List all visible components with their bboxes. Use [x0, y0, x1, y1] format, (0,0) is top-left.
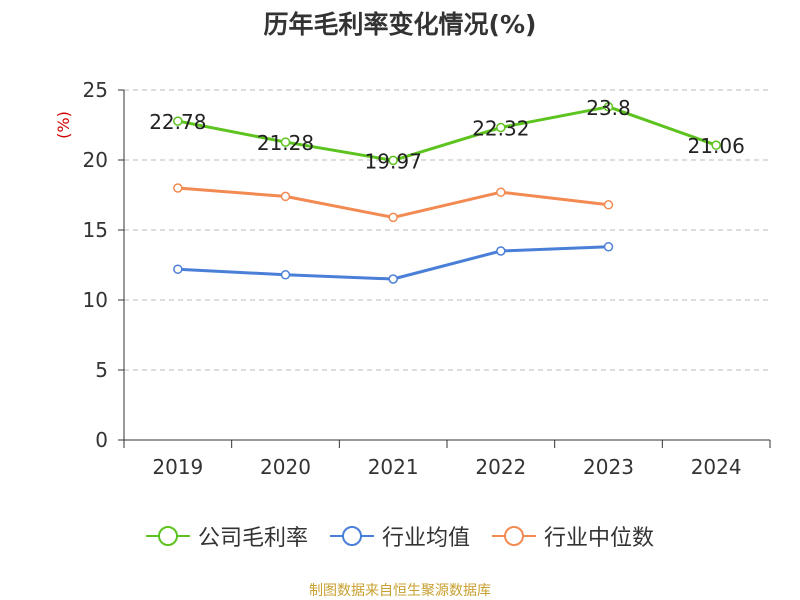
y-tick-label: 15 — [83, 218, 108, 242]
legend-line-circle-icon — [329, 526, 374, 546]
series-line — [177, 105, 717, 162]
label-layer: 22.78 21.28 19.97 22.32 23.8 21.06 — [149, 96, 745, 174]
legend-item-industry-median[interactable]: 行业中位数 — [492, 520, 654, 552]
data-point — [711, 140, 721, 150]
x-tick-label: 2019 — [152, 455, 203, 479]
data-point — [173, 116, 183, 126]
legend-line-circle-icon — [492, 526, 536, 546]
data-label: 22.78 — [149, 110, 206, 134]
x-tick-label: 2024 — [691, 455, 742, 479]
legend-item-company[interactable]: 公司毛利率 — [145, 520, 308, 552]
x-tick-label: 2023 — [583, 455, 634, 479]
x-tick-label: 2022 — [475, 455, 526, 479]
axis-layer: 0 5 10 15 20 25 2019 2020 2021 2022 2023 2024 (%) — [54, 78, 771, 479]
data-point — [496, 246, 506, 256]
data-point — [173, 264, 183, 274]
data-point — [280, 137, 291, 147]
legend-label: 行业中位数 — [544, 526, 655, 551]
y-tick-label: 25 — [83, 78, 108, 102]
data-label: 19.97 — [365, 149, 422, 173]
series-line — [177, 245, 609, 281]
x-tick-label: 2020 — [260, 455, 311, 479]
legend-item-industry-mean[interactable]: 行业均值 — [329, 520, 470, 552]
y-tick-label: 5 — [95, 358, 108, 382]
chart-title: 历年毛利率变化情况(%) — [263, 10, 537, 39]
data-point — [388, 155, 398, 166]
data-label: 21.28 — [257, 131, 314, 155]
legend-label: 公司毛利率 — [197, 526, 308, 551]
data-point — [173, 183, 183, 193]
data-point — [388, 212, 398, 223]
data-point — [603, 242, 614, 252]
x-tick-label: 2021 — [368, 455, 419, 479]
data-point — [603, 200, 614, 210]
data-point — [388, 274, 398, 284]
data-label: 21.06 — [688, 134, 745, 158]
legend-label: 行业均值 — [381, 526, 470, 551]
data-point — [280, 191, 291, 202]
grid-layer — [124, 89, 770, 371]
data-point — [280, 270, 291, 280]
data-label: 22.32 — [472, 117, 529, 141]
legend-line-circle-icon — [145, 526, 190, 546]
data-label: 23.8 — [586, 96, 631, 120]
y-axis-title: (%) — [54, 111, 73, 139]
data-point — [496, 122, 506, 133]
data-point — [496, 187, 506, 197]
series-layer — [173, 102, 721, 284]
y-tick-label: 20 — [83, 148, 108, 172]
legend: 公司毛利率 行业均值 行业中位数 — [0, 520, 800, 552]
data-source-note: 制图数据来自恒生聚源数据库 — [309, 583, 491, 599]
y-tick-label: 0 — [95, 428, 108, 452]
data-point — [603, 102, 614, 112]
y-tick-label: 10 — [83, 288, 108, 312]
